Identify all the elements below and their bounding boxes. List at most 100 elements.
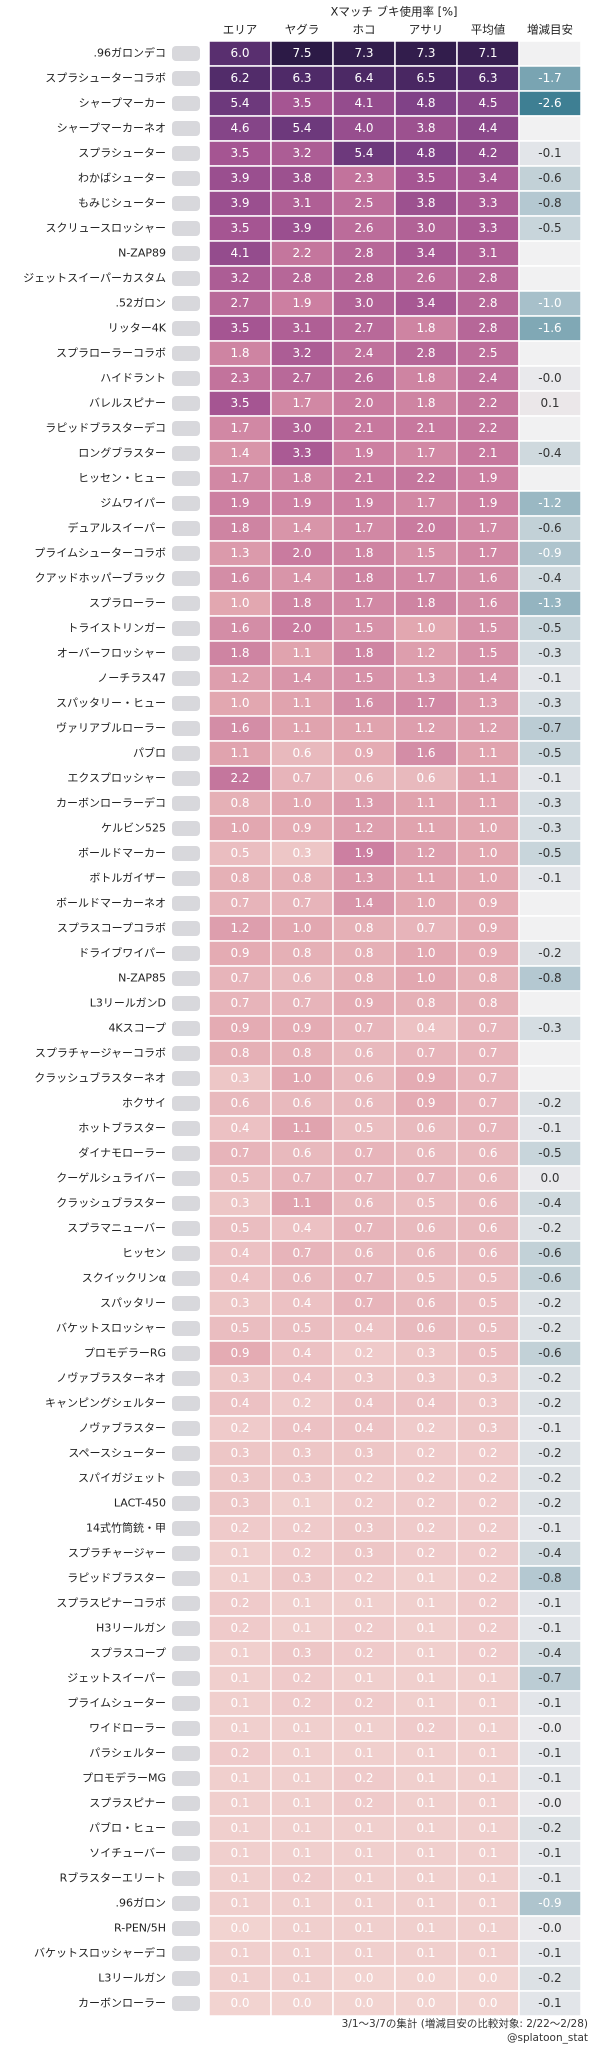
cell-value: 0.7 xyxy=(478,1121,497,1135)
heat-cell xyxy=(332,540,396,567)
cell-value: 3.5 xyxy=(292,96,311,110)
heat-cell xyxy=(394,415,458,442)
weapon-icon xyxy=(172,321,200,336)
cell-value: 0.6 xyxy=(292,971,311,985)
cell-value: 2.2 xyxy=(230,771,249,785)
weapon-icon xyxy=(172,196,200,211)
weapon-icon xyxy=(172,1971,200,1986)
cell-value: 2.3 xyxy=(230,371,249,385)
cell-value: 0.1 xyxy=(230,1796,249,1810)
heat-cell xyxy=(270,315,334,342)
cell-value: 0.3 xyxy=(478,1421,497,1435)
weapon-icon xyxy=(172,396,200,411)
cell-value: 3.5 xyxy=(230,396,249,410)
cell-value: 2.5 xyxy=(478,346,497,360)
change-value: -0.1 xyxy=(538,1746,561,1760)
cell-value: 5.4 xyxy=(230,96,249,110)
cell-value: 0.8 xyxy=(292,1046,311,1060)
change-value: -0.6 xyxy=(538,1246,561,1260)
cell-value: 0.7 xyxy=(292,896,311,910)
cell-value: 1.8 xyxy=(416,596,435,610)
heat-cell xyxy=(456,1865,520,1892)
weapon-name: バケットスロッシャーデコ xyxy=(34,1946,166,1960)
weapon-name: ホットブラスター xyxy=(78,1121,166,1135)
cell-value: 0.1 xyxy=(292,1771,311,1785)
cell-value: 2.2 xyxy=(478,421,497,435)
cell-value: 0.3 xyxy=(292,1571,311,1585)
heat-cell xyxy=(208,1540,272,1567)
change-value: -0.1 xyxy=(538,146,561,160)
heat-cell xyxy=(332,515,396,542)
heat-cell xyxy=(208,765,272,792)
cell-value: 2.4 xyxy=(354,346,373,360)
weapon-name: ノーチラス47 xyxy=(97,672,166,685)
cell-value: 2.2 xyxy=(292,246,311,260)
weapon-icon xyxy=(172,746,200,761)
cell-value: 0.9 xyxy=(478,896,497,910)
heat-cell xyxy=(332,1965,396,1992)
heat-cell xyxy=(270,240,334,267)
heat-cell xyxy=(270,540,334,567)
cell-value: 2.8 xyxy=(354,246,373,260)
cell-value: 2.6 xyxy=(354,371,373,385)
cell-value: 0.1 xyxy=(478,1696,497,1710)
cell-value: 1.3 xyxy=(354,796,373,810)
cell-value: 0.1 xyxy=(354,1896,373,1910)
cell-value: 1.2 xyxy=(354,821,373,835)
cell-value: 0.1 xyxy=(354,1721,373,1735)
cell-value: 1.7 xyxy=(416,496,435,510)
cell-value: 5.4 xyxy=(354,146,373,160)
change-value: -0.1 xyxy=(538,1946,561,1960)
cell-value: 1.8 xyxy=(292,471,311,485)
cell-value: 0.5 xyxy=(478,1296,497,1310)
heat-cell xyxy=(394,1315,458,1342)
cell-value: 0.8 xyxy=(292,871,311,885)
cell-value: 3.3 xyxy=(478,196,497,210)
weapon-name: もみじシューター xyxy=(78,197,166,210)
change-value: -0.9 xyxy=(538,546,561,560)
change-cell xyxy=(518,390,582,417)
cell-value: 0.1 xyxy=(354,1846,373,1860)
cell-value: 2.6 xyxy=(416,271,435,285)
weapon-name: スプラスコープコラボ xyxy=(57,922,166,935)
cell-value: 3.8 xyxy=(416,196,435,210)
cell-value: 0.1 xyxy=(478,1921,497,1935)
cell-value: 1.7 xyxy=(292,396,311,410)
weapon-icon xyxy=(172,1696,200,1711)
cell-value: 0.7 xyxy=(354,1171,373,1185)
change-cell xyxy=(518,1715,582,1742)
change-cell xyxy=(518,940,582,967)
change-cell xyxy=(518,1865,582,1892)
heat-cell xyxy=(456,1040,520,1067)
cell-value: 0.2 xyxy=(478,1546,497,1560)
change-cell xyxy=(518,640,582,667)
heat-cell xyxy=(270,1365,334,1392)
cell-value: 2.2 xyxy=(416,471,435,485)
weapon-icon xyxy=(172,821,200,836)
cell-value: 0.2 xyxy=(478,1446,497,1460)
cell-value: 0.5 xyxy=(230,846,249,860)
heat-cell xyxy=(456,1115,520,1142)
cell-value: 3.9 xyxy=(230,171,249,185)
cell-value: 0.7 xyxy=(478,1021,497,1035)
cell-value: 7.3 xyxy=(416,46,435,60)
cell-value: 0.1 xyxy=(416,1946,435,1960)
weapon-name: ロングブラスター xyxy=(78,446,166,460)
weapon-name: パブロ xyxy=(133,746,166,760)
weapon-icon xyxy=(172,1846,200,1861)
heat-cell xyxy=(456,1215,520,1242)
weapon-icon xyxy=(172,1821,200,1836)
change-value: -1.3 xyxy=(538,596,561,610)
cell-value: 0.6 xyxy=(354,1246,373,1260)
cell-value: 0.3 xyxy=(416,1371,435,1385)
weapon-name: 14式竹筒銃・甲 xyxy=(86,1521,166,1535)
weapon-name: シャープマーカーネオ xyxy=(57,122,166,135)
cell-value: 7.5 xyxy=(292,46,311,60)
heat-cell xyxy=(270,1915,334,1942)
change-value: -0.6 xyxy=(538,1271,561,1285)
cell-value: 1.4 xyxy=(354,896,373,910)
heat-cell xyxy=(332,1990,396,2017)
cell-value: 0.7 xyxy=(230,996,249,1010)
cell-value: 2.3 xyxy=(354,171,373,185)
empty-cell xyxy=(518,115,582,142)
